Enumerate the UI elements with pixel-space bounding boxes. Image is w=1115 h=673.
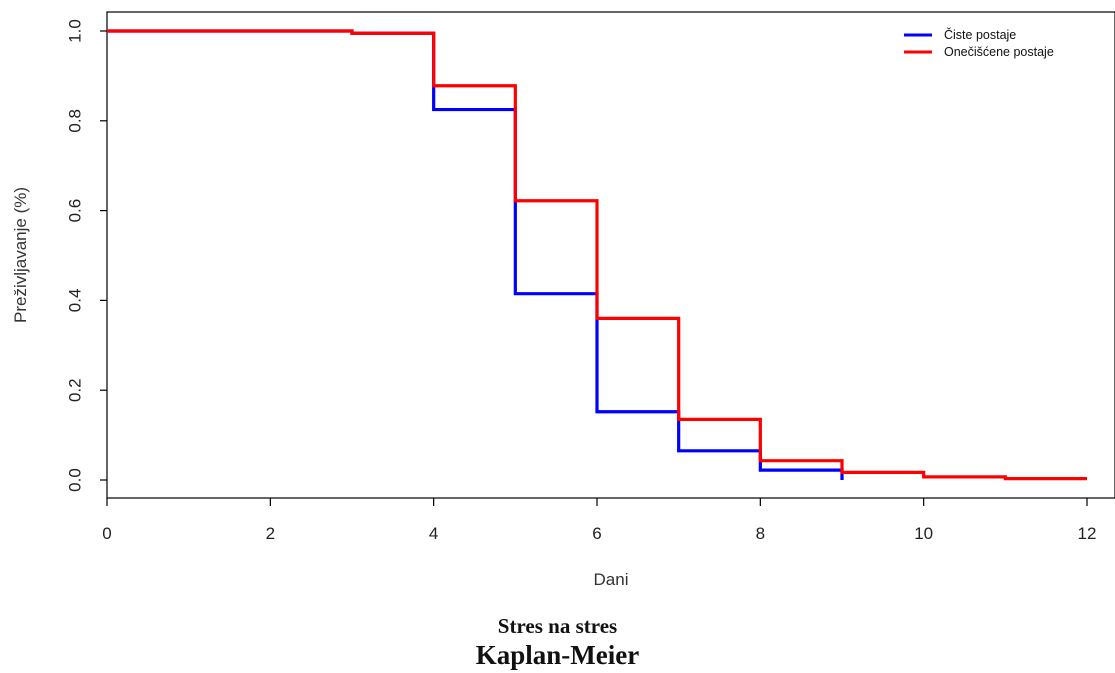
chart-title: Kaplan-Meier [475, 640, 640, 670]
y-axis-title: Preživljavanje (%) [11, 187, 30, 323]
x-tick-label: 2 [266, 524, 275, 543]
y-tick-label: 0.4 [66, 289, 85, 313]
x-axis-title: Dani [594, 570, 629, 589]
x-tick-label: 0 [102, 524, 111, 543]
x-axis: 0 2 4 6 8 10 12 [102, 498, 1096, 543]
y-axis: 0.0 0.2 0.4 0.6 0.8 1.0 [66, 19, 107, 492]
legend-label-1: Onečišćene postaje [944, 45, 1054, 59]
y-tick-label: 0.6 [66, 199, 85, 223]
x-tick-label: 6 [592, 524, 601, 543]
y-tick-label: 0.0 [66, 468, 85, 492]
legend-label-0: Čiste postaje [944, 27, 1016, 42]
y-tick-label: 0.2 [66, 378, 85, 402]
plot-frame [106, 11, 1115, 499]
series-line-0 [107, 29, 844, 480]
x-tick-label: 8 [756, 524, 765, 543]
x-tick-label: 10 [914, 524, 933, 543]
x-tick-label: 12 [1078, 524, 1097, 543]
y-tick-label: 1.0 [66, 19, 85, 43]
legend: Čiste postaje Onečišćene postaje [904, 27, 1054, 59]
survival-chart: 0.0 0.2 0.4 0.6 0.8 1.0 0 2 4 6 8 10 12 Dani Preživ… [11, 11, 1115, 589]
x-tick-label: 4 [429, 524, 438, 543]
chart-subtitle: Stres na stres [497, 614, 618, 638]
series-line-1 [107, 29, 1087, 481]
y-tick-label: 0.8 [66, 109, 85, 133]
series-layer [107, 29, 1087, 481]
